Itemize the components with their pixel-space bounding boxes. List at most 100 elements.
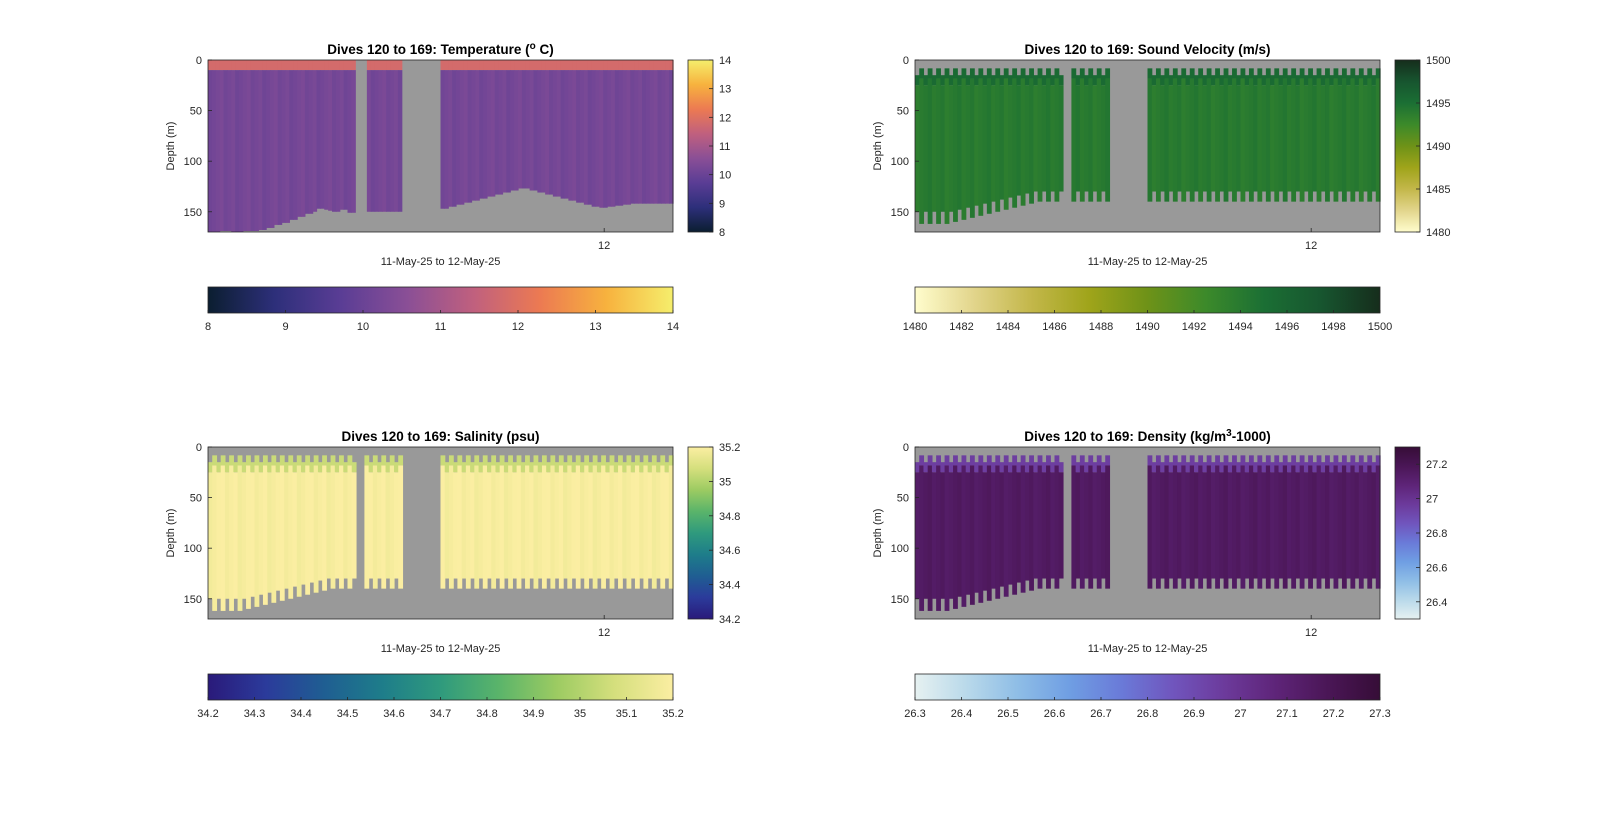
data-column (626, 60, 631, 205)
surface-cell (262, 60, 267, 71)
data-column (1016, 462, 1022, 583)
surface-cell (1219, 75, 1225, 86)
side-colorbar-label: 35 (719, 476, 731, 488)
interior-cell (554, 472, 560, 579)
data-column (657, 60, 662, 204)
data-column (297, 60, 302, 217)
surface-cell (495, 462, 501, 473)
data-column (1058, 462, 1064, 579)
surface-cell (1046, 68, 1051, 79)
interior-cell (258, 70, 263, 230)
surface-cell (1282, 455, 1288, 466)
data-column (664, 462, 670, 579)
interior-cell (1041, 85, 1047, 192)
data-column (1012, 455, 1018, 595)
y-axis-label: Depth (m) (872, 122, 884, 171)
data-column (1075, 462, 1081, 579)
data-column (978, 68, 984, 216)
surface-cell (999, 462, 1005, 473)
interior-cell (374, 70, 380, 212)
side-colorbar-label: 35.2 (719, 442, 740, 454)
interior-cell (1029, 78, 1034, 204)
interior-cell (1210, 472, 1216, 579)
interior-cell (558, 465, 564, 589)
interior-cell (474, 465, 480, 589)
data-column (1189, 455, 1195, 589)
surface-cell (1024, 75, 1030, 86)
interior-cell (465, 465, 471, 589)
interior-cell (296, 465, 302, 597)
interior-cell (995, 465, 1001, 599)
surface-cell (614, 60, 620, 71)
interior-cell (237, 465, 243, 611)
side-colorbar-label: 10 (719, 170, 731, 182)
surface-cell (1088, 455, 1094, 466)
interior-cell (1147, 78, 1153, 202)
y-tick-label: 0 (196, 55, 202, 67)
interior-cell (514, 70, 519, 191)
data-column (541, 60, 546, 193)
surface-cell (227, 60, 232, 71)
interior-cell (634, 70, 639, 204)
bottom-colorbar (207, 673, 674, 701)
surface-cell (1274, 68, 1280, 79)
interior-cell (1270, 472, 1275, 579)
interior-cell (1282, 78, 1288, 202)
y-tick-label: 150 (184, 594, 202, 606)
interior-cell (208, 472, 213, 599)
interior-cell (440, 465, 446, 589)
interior-cell (1037, 78, 1043, 202)
data-column (385, 462, 391, 579)
data-column (1308, 68, 1313, 202)
data-column (592, 455, 598, 589)
bottom-colorbar-label: 8 (205, 321, 211, 333)
interior-cell (1101, 85, 1106, 192)
surface-cell (1227, 75, 1233, 86)
surface-cell (506, 60, 511, 71)
data-column (630, 60, 635, 204)
interior-cell (364, 465, 370, 589)
surface-cell (1278, 462, 1284, 473)
interior-cell (957, 85, 963, 210)
data-column (444, 462, 450, 579)
data-column (1037, 68, 1043, 202)
data-column (1050, 462, 1056, 579)
data-column (463, 60, 469, 203)
surface-cell (308, 60, 314, 71)
interior-cell (351, 472, 357, 579)
surface-cell (1075, 75, 1081, 86)
data-column (1265, 455, 1271, 589)
surface-cell (1041, 75, 1047, 86)
side-colorbar-label: 34.6 (719, 545, 740, 557)
data-column (1096, 68, 1102, 202)
data-column (382, 60, 387, 212)
surface-cell (599, 60, 604, 71)
interior-cell (490, 70, 496, 197)
surface-cell (978, 68, 984, 79)
data-column (390, 60, 395, 212)
data-column (223, 60, 228, 231)
surface-cell (444, 60, 449, 71)
data-column (1375, 455, 1381, 589)
interior-cell (622, 70, 628, 205)
data-column (1008, 462, 1013, 585)
interior-cell (254, 465, 260, 607)
interior-cell (1341, 465, 1347, 589)
surface-cell (474, 455, 480, 466)
data-column (999, 75, 1005, 200)
data-column (246, 455, 251, 609)
interior-cell (529, 70, 535, 191)
interior-cell (1316, 465, 1322, 589)
interior-cell (502, 70, 507, 193)
data-column (1261, 462, 1267, 579)
data-column (267, 462, 273, 593)
surface-cell (237, 455, 243, 466)
data-column (339, 60, 345, 210)
interior-cell (385, 472, 391, 579)
interior-cell (1329, 472, 1335, 579)
interior-cell (1248, 78, 1254, 202)
data-column (503, 462, 509, 579)
surface-cell (258, 462, 264, 473)
bottom-colorbar-label: 1486 (1042, 321, 1066, 333)
data-column (643, 455, 649, 589)
